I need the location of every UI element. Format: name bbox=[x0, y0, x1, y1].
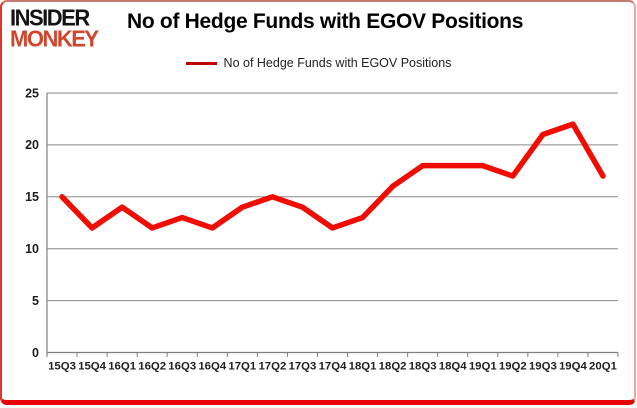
y-axis-label: 0 bbox=[32, 346, 39, 360]
x-axis-label: 17Q1 bbox=[228, 361, 257, 373]
x-axis-label: 19Q3 bbox=[529, 361, 557, 373]
x-axis-label: 18Q4 bbox=[439, 361, 468, 373]
legend: No of Hedge Funds with EGOV Positions bbox=[0, 56, 637, 70]
x-axis-label: 15Q4 bbox=[78, 361, 107, 373]
y-axis-label: 10 bbox=[25, 242, 39, 256]
legend-label: No of Hedge Funds with EGOV Positions bbox=[223, 56, 452, 70]
hedge-funds-trend-line bbox=[59, 121, 606, 231]
y-axis-label: 20 bbox=[25, 138, 39, 152]
x-axis-label: 18Q3 bbox=[409, 361, 437, 373]
insider-monkey-logo: INSIDER MONKEY bbox=[10, 4, 99, 52]
x-axis-label: 15Q3 bbox=[48, 361, 76, 373]
x-axis-label: 18Q1 bbox=[349, 361, 378, 373]
x-axis-label: 20Q1 bbox=[589, 361, 618, 373]
x-axis-label: 16Q3 bbox=[168, 361, 196, 373]
x-axis-label: 19Q4 bbox=[559, 361, 588, 373]
chart-title: No of Hedge Funds with EGOV Positions bbox=[127, 10, 524, 33]
y-axis-label: 5 bbox=[32, 294, 39, 308]
logo-monkey-text: MONKEY bbox=[10, 25, 99, 52]
y-axis-label: 15 bbox=[25, 190, 39, 204]
x-axis-label: 17Q4 bbox=[319, 361, 348, 373]
x-axis-label: 19Q2 bbox=[499, 361, 527, 373]
x-axis-label: 16Q1 bbox=[108, 361, 137, 373]
x-axis-label: 19Q1 bbox=[469, 361, 498, 373]
x-axis-label: 17Q3 bbox=[289, 361, 317, 373]
y-axis-label: 25 bbox=[25, 86, 39, 100]
x-axis-label: 17Q2 bbox=[258, 361, 286, 373]
x-axis-label: 16Q2 bbox=[138, 361, 166, 373]
x-axis-label: 18Q2 bbox=[379, 361, 407, 373]
x-axis-label: 16Q4 bbox=[198, 361, 227, 373]
logo-insider-text: INSIDER bbox=[10, 4, 90, 31]
legend-line-swatch bbox=[185, 61, 217, 65]
